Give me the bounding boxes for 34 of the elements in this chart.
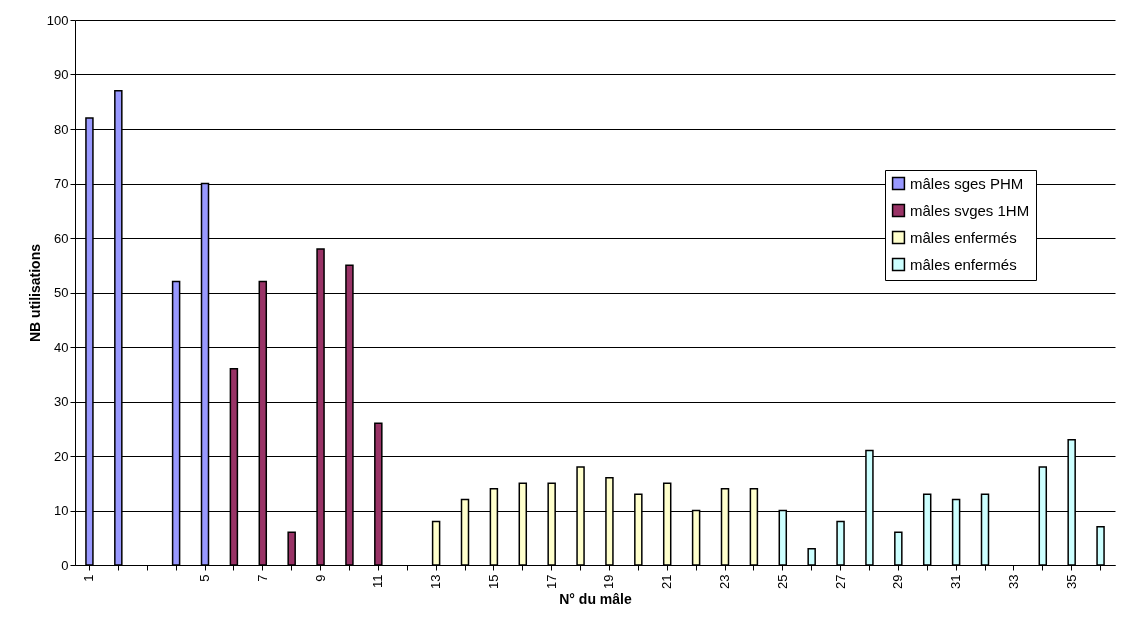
y-axis-title: NB utilisations [26, 243, 43, 343]
x-tick-label: 29 [890, 574, 906, 589]
x-tick-label: 11 [370, 574, 386, 588]
x-tick-label: 27 [832, 574, 848, 589]
x-tick-label: 9 [312, 574, 328, 582]
x-tick-label: 31 [948, 574, 964, 589]
x-tick-label: 13 [428, 574, 444, 589]
legend-label: mâles enfermés [910, 255, 1017, 273]
y-tick-label: 80 [54, 121, 69, 137]
y-tick-label: 20 [54, 448, 69, 464]
x-tick-label: 21 [659, 574, 675, 589]
x-tick-label: 25 [774, 574, 790, 589]
x-tick-label: 7 [254, 574, 270, 582]
y-tick-label: 100 [46, 12, 69, 28]
x-tick-label: 15 [485, 574, 501, 589]
y-tick-label: 50 [54, 285, 69, 300]
x-axis-title: N° du mâle [559, 590, 632, 607]
x-tick-label: 5 [197, 574, 212, 582]
y-tick-label: 70 [54, 176, 69, 191]
x-tick-label: 35 [1063, 574, 1079, 589]
y-tick-label: 10 [54, 503, 69, 518]
y-tick-label: 30 [54, 394, 69, 409]
legend-label: mâles svges 1HM [910, 201, 1030, 219]
legend-label: mâles sges PHM [910, 174, 1024, 192]
x-tick-label: 19 [601, 574, 617, 589]
x-tick-label: 23 [717, 574, 732, 589]
y-tick-label: 60 [54, 230, 69, 246]
y-tick-label: 40 [54, 339, 69, 355]
y-tick-label: 0 [61, 557, 69, 573]
x-tick-label: 33 [1005, 574, 1021, 589]
legend-label: mâles enfermés [910, 228, 1017, 246]
y-tick-label: 90 [54, 67, 69, 82]
x-tick-label: 17 [543, 574, 559, 589]
x-tick-label: 1 [81, 574, 97, 582]
